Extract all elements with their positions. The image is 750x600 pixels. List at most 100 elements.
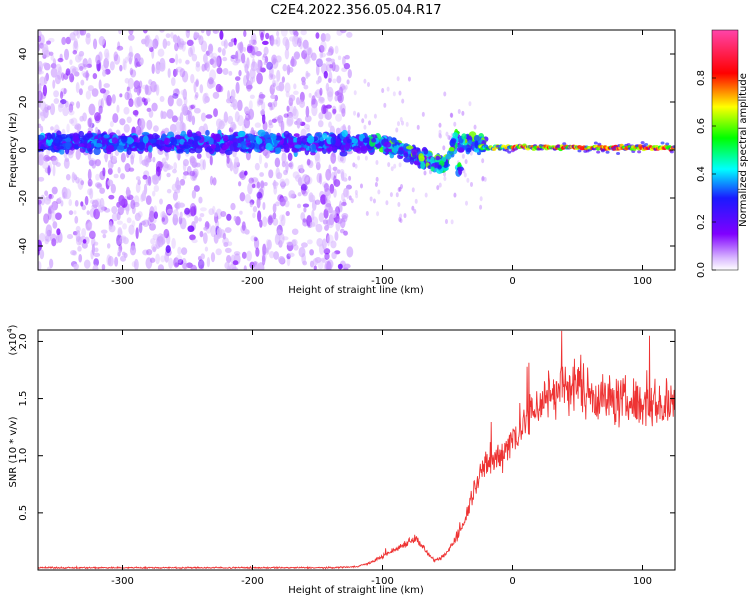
spectrogram-cell bbox=[108, 194, 115, 200]
spectrogram-cell bbox=[196, 34, 202, 41]
spectrogram-cell bbox=[313, 265, 317, 270]
spectrogram-cell bbox=[356, 113, 360, 119]
spectrogram-cell bbox=[85, 223, 93, 232]
spectrogram-cell bbox=[153, 184, 160, 193]
spectrogram-cell bbox=[178, 38, 185, 48]
spectrogram-cell bbox=[438, 132, 442, 138]
spectrogram-cell bbox=[93, 258, 100, 267]
spectrogram-cell bbox=[85, 133, 94, 138]
spectrogram-cell bbox=[393, 145, 398, 154]
spectrogram-cell bbox=[364, 155, 368, 161]
spectrogram-cell bbox=[148, 210, 155, 223]
spectrogram-cell bbox=[74, 54, 82, 63]
spectrogram-cell bbox=[274, 157, 281, 168]
spectrogram-cell bbox=[38, 199, 42, 205]
spectrogram-cell bbox=[187, 225, 195, 233]
spectrogram-cell bbox=[92, 72, 98, 80]
spectrogram-cell bbox=[260, 31, 264, 41]
spectrogram-cell bbox=[136, 84, 141, 96]
spectrogram-cell bbox=[127, 52, 133, 63]
spectrogram-cell bbox=[184, 207, 191, 215]
spectrogram-cell bbox=[275, 85, 283, 91]
spectrogram-cell bbox=[272, 217, 279, 226]
spectrogram-cell bbox=[226, 213, 232, 221]
spectrogram-cell bbox=[473, 134, 480, 143]
spectrogram-cell bbox=[322, 219, 329, 225]
spectrogram-cell bbox=[93, 208, 100, 220]
spectrogram-cell bbox=[405, 121, 409, 127]
spectrogram-cell bbox=[334, 91, 340, 96]
spectrogram-cell bbox=[69, 59, 73, 65]
spectrogram-cell bbox=[163, 228, 170, 239]
spectrogram-cell bbox=[363, 124, 367, 130]
spectrogram-cell bbox=[342, 177, 348, 182]
spectrogram-cell bbox=[315, 154, 321, 166]
spectrogram-cell bbox=[267, 102, 273, 108]
spectrogram-cell bbox=[111, 94, 116, 104]
spectrogram-cell bbox=[224, 261, 230, 270]
spectrogram-cell bbox=[407, 76, 411, 82]
spectrogram-cell bbox=[469, 150, 473, 156]
spectrogram-cell bbox=[209, 155, 213, 166]
spectrogram-cell bbox=[252, 212, 256, 219]
spectrogram-cell bbox=[344, 143, 351, 151]
spectrogram-cell bbox=[243, 30, 247, 37]
spectrogram-cell bbox=[390, 137, 397, 143]
spectrogram-cell bbox=[297, 192, 302, 197]
spectrogram-cell bbox=[438, 129, 442, 135]
spectrogram-cell bbox=[226, 241, 233, 247]
spectrogram-cell bbox=[275, 135, 283, 141]
spectrogram-cell bbox=[198, 217, 202, 222]
spectrogram-cell bbox=[458, 168, 463, 176]
y-tick-label: 20 bbox=[18, 96, 29, 109]
spectrogram-cell bbox=[399, 213, 403, 219]
spectrogram-cell bbox=[298, 246, 306, 258]
spectrogram-cell bbox=[453, 192, 457, 198]
spectrogram-cell bbox=[286, 241, 294, 246]
spectrogram-cell bbox=[76, 30, 81, 39]
spectrogram-cell bbox=[200, 253, 205, 260]
spectrogram-cell bbox=[191, 53, 198, 62]
spectrogram-cell bbox=[190, 104, 195, 110]
spectrogram-cell bbox=[275, 229, 283, 240]
spectrogram-cell bbox=[217, 231, 222, 240]
spectrogram-cell bbox=[105, 52, 110, 62]
spectrogram-cell bbox=[401, 98, 405, 104]
spectrogram-cell bbox=[175, 176, 180, 187]
spectrogram-cell bbox=[130, 154, 135, 165]
spectrogram-cell bbox=[176, 184, 182, 191]
spectrogram-cell bbox=[323, 248, 331, 255]
spectrogram-cells bbox=[38, 30, 675, 270]
spectrogram-cell bbox=[286, 118, 293, 127]
spectrogram-cell bbox=[116, 144, 125, 153]
spectrogram-cell bbox=[311, 52, 317, 61]
spectrogram-cell bbox=[230, 202, 236, 211]
spectrogram-cell bbox=[52, 164, 56, 177]
spectrogram-cell bbox=[126, 136, 134, 145]
spectrogram-cell bbox=[258, 154, 263, 165]
y-tick-label: 2.0 bbox=[18, 333, 29, 349]
spectrogram-cell bbox=[325, 233, 330, 244]
spectrogram-cell bbox=[119, 93, 123, 98]
spectrogram-cell bbox=[461, 110, 465, 116]
spectrogram-cell bbox=[142, 219, 150, 228]
spectrogram-cell bbox=[81, 70, 87, 76]
spectrogram-cell bbox=[185, 147, 190, 155]
spectrogram-cell bbox=[364, 113, 368, 119]
spectrogram-cell bbox=[185, 59, 190, 65]
spectrogram-cell bbox=[175, 121, 182, 133]
spectrogram-cell bbox=[161, 157, 167, 165]
spectrogram-cell bbox=[91, 243, 96, 255]
spectrogram-cell bbox=[258, 143, 266, 152]
spectrogram-cell bbox=[286, 253, 291, 260]
spectrogram-cell bbox=[209, 175, 214, 186]
spectrogram-cell bbox=[243, 106, 250, 114]
spectrogram-cell bbox=[305, 56, 311, 62]
spectrogram-cell bbox=[237, 130, 246, 138]
spectrogram-cell bbox=[122, 237, 129, 245]
spectrogram-cell bbox=[195, 63, 201, 72]
spectrogram-cell bbox=[188, 104, 194, 111]
spectrogram-cell bbox=[217, 46, 222, 53]
spectrogram-cell bbox=[292, 30, 298, 35]
spectrogram-cell bbox=[135, 227, 139, 240]
